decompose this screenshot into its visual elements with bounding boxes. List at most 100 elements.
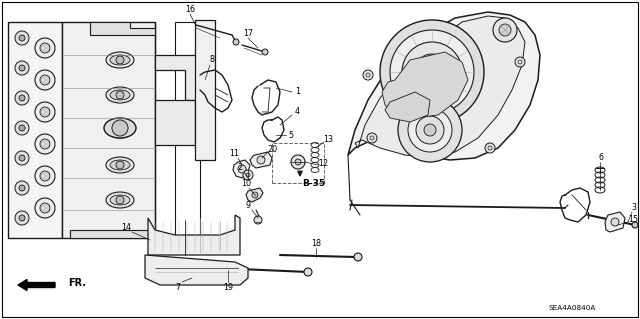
Ellipse shape: [106, 87, 134, 103]
Circle shape: [354, 253, 362, 261]
Circle shape: [15, 151, 29, 165]
Circle shape: [15, 91, 29, 105]
Circle shape: [499, 24, 511, 36]
Ellipse shape: [106, 192, 134, 208]
Circle shape: [19, 95, 25, 101]
Text: 15: 15: [628, 216, 638, 225]
Circle shape: [19, 155, 25, 161]
Circle shape: [611, 218, 619, 226]
Ellipse shape: [106, 122, 134, 138]
Text: 12: 12: [318, 159, 328, 167]
Circle shape: [246, 173, 250, 177]
Circle shape: [15, 181, 29, 195]
Text: 2: 2: [237, 164, 243, 173]
Circle shape: [15, 61, 29, 75]
Text: 17: 17: [243, 28, 253, 38]
Circle shape: [15, 211, 29, 225]
Ellipse shape: [110, 195, 130, 205]
Polygon shape: [145, 255, 248, 285]
Polygon shape: [90, 22, 155, 35]
Circle shape: [35, 70, 55, 90]
Circle shape: [40, 107, 50, 117]
Polygon shape: [233, 160, 250, 178]
Text: 7: 7: [175, 283, 180, 292]
Circle shape: [424, 64, 440, 80]
Polygon shape: [382, 52, 468, 118]
Circle shape: [40, 75, 50, 85]
Circle shape: [632, 222, 638, 228]
Bar: [272, 143, 324, 183]
Text: 14: 14: [121, 224, 131, 233]
Ellipse shape: [110, 90, 130, 100]
Polygon shape: [195, 20, 215, 160]
Circle shape: [35, 134, 55, 154]
Circle shape: [35, 166, 55, 186]
Ellipse shape: [110, 125, 130, 135]
Polygon shape: [605, 212, 625, 232]
Circle shape: [402, 42, 462, 102]
Circle shape: [116, 56, 124, 64]
Circle shape: [380, 20, 484, 124]
Polygon shape: [62, 22, 155, 238]
Circle shape: [291, 155, 305, 169]
Polygon shape: [348, 12, 540, 160]
Text: 5: 5: [289, 130, 294, 139]
Circle shape: [40, 203, 50, 213]
Text: 10: 10: [241, 180, 251, 189]
Text: 8: 8: [209, 56, 214, 64]
Circle shape: [408, 108, 452, 152]
Text: 20: 20: [267, 145, 277, 153]
Circle shape: [116, 161, 124, 169]
Circle shape: [414, 54, 450, 90]
Circle shape: [233, 39, 239, 45]
Circle shape: [19, 215, 25, 221]
Circle shape: [116, 91, 124, 99]
Circle shape: [262, 49, 268, 55]
Polygon shape: [155, 55, 200, 100]
Circle shape: [112, 120, 128, 136]
Circle shape: [367, 133, 377, 143]
Polygon shape: [148, 215, 240, 255]
Ellipse shape: [104, 118, 136, 138]
Circle shape: [116, 126, 124, 134]
Polygon shape: [355, 16, 525, 158]
Circle shape: [19, 125, 25, 131]
Polygon shape: [70, 230, 155, 238]
Text: SEA4A0840A: SEA4A0840A: [548, 305, 596, 311]
Circle shape: [40, 171, 50, 181]
Circle shape: [19, 35, 25, 41]
Circle shape: [243, 170, 253, 180]
Circle shape: [515, 57, 525, 67]
Circle shape: [35, 102, 55, 122]
Text: 19: 19: [223, 284, 233, 293]
Text: 18: 18: [311, 240, 321, 249]
Circle shape: [19, 185, 25, 191]
Circle shape: [116, 196, 124, 204]
Polygon shape: [385, 92, 430, 122]
Text: 16: 16: [185, 5, 195, 14]
Polygon shape: [155, 100, 195, 145]
Circle shape: [40, 43, 50, 53]
Circle shape: [390, 30, 474, 114]
Circle shape: [252, 192, 258, 198]
Circle shape: [254, 216, 262, 224]
Circle shape: [15, 31, 29, 45]
Ellipse shape: [106, 52, 134, 68]
Circle shape: [35, 198, 55, 218]
Circle shape: [304, 268, 312, 276]
Text: 9: 9: [245, 202, 251, 211]
Text: 4: 4: [294, 107, 300, 115]
Text: 6: 6: [598, 153, 604, 162]
Ellipse shape: [106, 157, 134, 173]
FancyArrow shape: [18, 279, 55, 291]
Text: 1: 1: [296, 87, 301, 97]
Circle shape: [238, 165, 246, 173]
Circle shape: [295, 159, 301, 165]
Text: 11: 11: [229, 149, 239, 158]
Circle shape: [35, 38, 55, 58]
Circle shape: [424, 124, 436, 136]
Circle shape: [40, 139, 50, 149]
Circle shape: [416, 116, 444, 144]
Circle shape: [15, 121, 29, 135]
Polygon shape: [250, 152, 272, 168]
